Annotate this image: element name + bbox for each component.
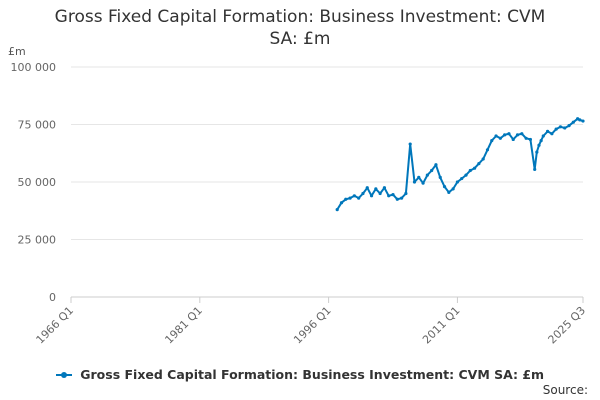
data-point[interactable]	[563, 126, 567, 130]
data-point[interactable]	[421, 181, 425, 185]
data-point[interactable]	[520, 132, 524, 136]
data-point[interactable]	[472, 166, 477, 170]
data-point[interactable]	[503, 133, 507, 137]
data-point[interactable]	[481, 157, 485, 161]
y-tick-label: 50 000	[18, 176, 57, 189]
data-point[interactable]	[374, 187, 378, 191]
data-point[interactable]	[571, 120, 575, 124]
x-tick-label: 1966 Q1	[34, 304, 77, 347]
x-tick-label: 2011 Q1	[420, 304, 463, 347]
data-point[interactable]	[477, 162, 481, 166]
data-point[interactable]	[485, 148, 490, 152]
data-point[interactable]	[434, 163, 438, 167]
data-point[interactable]	[378, 191, 382, 196]
chart-title: Gross Fixed Capital Formation: Business …	[54, 7, 546, 49]
x-axis-ticks: 1966 Q1 1981 Q1 1996 Q1 2011 Q1 2025 Q3	[34, 297, 589, 347]
data-point[interactable]	[451, 187, 455, 191]
data-point[interactable]	[539, 139, 543, 143]
data-point[interactable]	[455, 180, 460, 184]
data-point[interactable]	[430, 168, 434, 173]
data-point[interactable]	[442, 185, 447, 189]
y-axis-unit-label: £m	[8, 45, 26, 58]
data-point[interactable]	[357, 196, 361, 200]
data-point[interactable]	[382, 186, 387, 190]
data-point[interactable]	[404, 191, 408, 196]
data-point[interactable]	[339, 201, 344, 205]
series-line	[336, 117, 584, 211]
legend[interactable]: Gross Fixed Capital Formation: Business …	[0, 366, 600, 382]
legend-line-marker-icon	[55, 370, 72, 380]
data-point[interactable]	[460, 176, 464, 181]
data-point[interactable]	[417, 175, 421, 179]
data-point[interactable]	[550, 132, 554, 136]
data-point[interactable]	[578, 118, 582, 122]
data-point[interactable]	[498, 136, 502, 140]
data-point[interactable]	[335, 208, 339, 212]
data-point[interactable]	[447, 190, 451, 194]
data-point[interactable]	[391, 193, 395, 197]
data-point[interactable]	[490, 139, 494, 143]
data-point[interactable]	[399, 196, 404, 200]
data-point[interactable]	[395, 197, 399, 201]
data-point[interactable]	[361, 191, 365, 196]
data-point[interactable]	[533, 167, 537, 171]
data-point[interactable]	[348, 196, 352, 200]
data-point[interactable]	[468, 168, 472, 173]
data-point[interactable]	[567, 124, 571, 128]
x-tick-label: 2025 Q3	[546, 304, 589, 347]
y-tick-label: 25 000	[18, 234, 57, 247]
data-point[interactable]	[387, 194, 391, 198]
data-point[interactable]	[554, 127, 558, 131]
series-layer	[335, 117, 585, 212]
data-point[interactable]	[524, 136, 528, 140]
data-point[interactable]	[425, 173, 429, 177]
data-point[interactable]	[494, 134, 498, 138]
data-point[interactable]	[515, 133, 520, 137]
data-point[interactable]	[365, 186, 369, 190]
legend-label: Gross Fixed Capital Formation: Business …	[80, 367, 545, 382]
data-point[interactable]	[464, 173, 468, 177]
data-point[interactable]	[511, 137, 515, 142]
data-point[interactable]	[412, 180, 417, 184]
data-point[interactable]	[369, 194, 374, 198]
x-tick-label: 1981 Q1	[162, 304, 205, 347]
source-label: Source:	[542, 383, 588, 397]
data-point[interactable]	[438, 175, 442, 179]
y-axis-ticks: 0 25 000 50 000 75 000 100 000	[11, 61, 57, 304]
y-tick-label: 0	[49, 291, 56, 304]
data-point[interactable]	[558, 125, 563, 129]
data-point[interactable]	[537, 143, 541, 147]
data-point[interactable]	[545, 129, 550, 133]
x-tick-label: 1996 Q1	[291, 304, 334, 347]
data-point[interactable]	[408, 142, 412, 146]
data-point[interactable]	[507, 132, 511, 136]
data-point[interactable]	[352, 194, 356, 198]
y-tick-label: 75 000	[18, 119, 57, 132]
y-tick-label: 100 000	[11, 61, 57, 74]
data-point[interactable]	[541, 134, 545, 138]
data-point[interactable]	[528, 137, 533, 142]
data-point[interactable]	[344, 197, 348, 201]
data-point[interactable]	[581, 119, 585, 123]
data-point[interactable]	[535, 150, 539, 154]
y-gridlines	[71, 66, 583, 240]
